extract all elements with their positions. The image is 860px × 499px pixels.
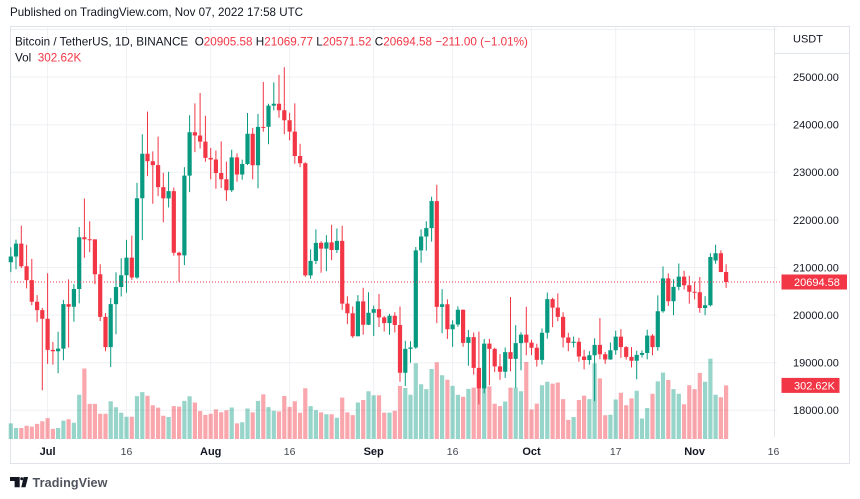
svg-text:Oct: Oct [522,446,541,458]
svg-text:Aug: Aug [200,446,221,458]
svg-text:24000.00: 24000.00 [793,120,839,132]
svg-text:23000.00: 23000.00 [793,167,839,179]
svg-text:16: 16 [284,446,296,458]
svg-text:16: 16 [768,446,780,458]
svg-text:20694.58: 20694.58 [794,277,840,289]
svg-text:18000.00: 18000.00 [793,405,839,417]
svg-text:16: 16 [447,446,459,458]
svg-text:17: 17 [610,446,622,458]
svg-text:302.62K: 302.62K [794,380,836,392]
svg-text:Jul: Jul [40,446,56,458]
svg-text:Nov: Nov [684,446,706,458]
svg-text:25000.00: 25000.00 [793,72,839,84]
svg-text:Sep: Sep [364,446,384,458]
svg-text:21000.00: 21000.00 [793,262,839,274]
svg-text:22000.00: 22000.00 [793,215,839,227]
svg-text:20000.00: 20000.00 [793,310,839,322]
svg-text:19000.00: 19000.00 [793,358,839,370]
svg-text:USDT: USDT [793,33,823,45]
svg-text:16: 16 [121,446,133,458]
svg-text:Bitcoin / TetherUS, 1D, BINANC: Bitcoin / TetherUS, 1D, BINANCE O20905.5… [15,36,528,49]
svg-text:Vol 302.62K: Vol 302.62K [15,52,81,65]
svg-text:TradingView: TradingView [33,476,108,490]
